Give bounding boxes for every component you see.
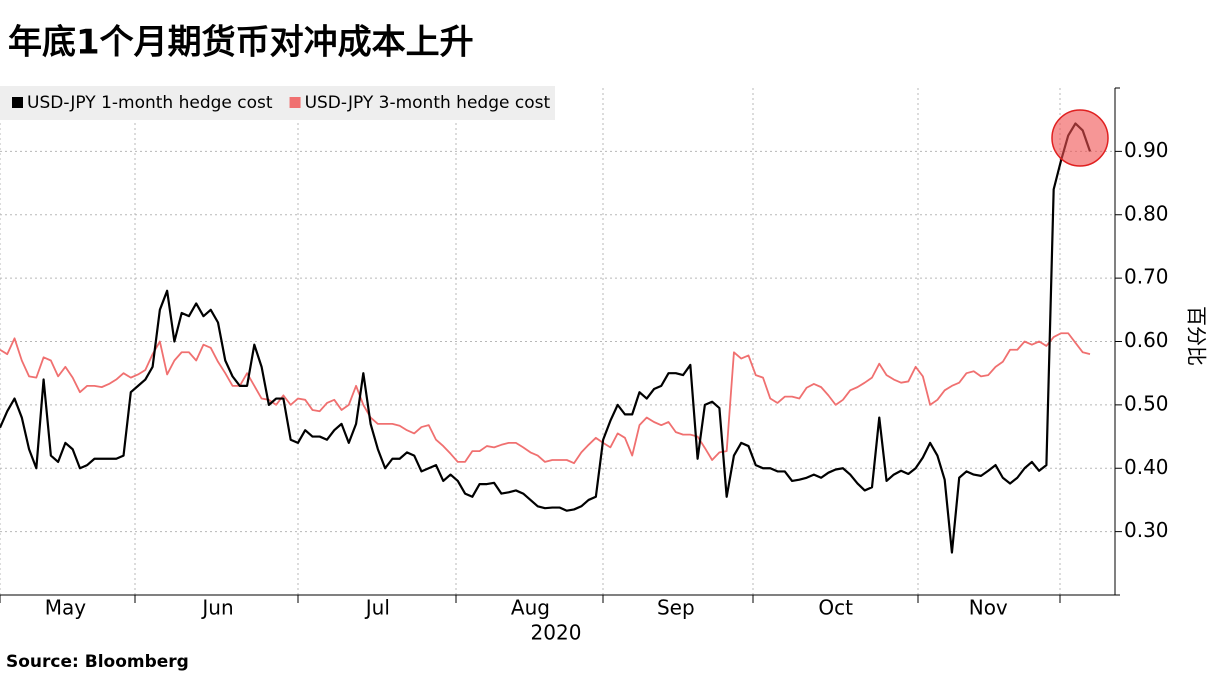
chart-title: 年底1个月期货币对冲成本上升 xyxy=(8,23,474,63)
y-tick-label: 0.80 xyxy=(1124,201,1169,225)
y-axis-label: 百分比 xyxy=(1185,306,1209,366)
y-tick-label: 0.30 xyxy=(1124,518,1169,542)
legend-label: USD-JPY 3-month hedge cost xyxy=(305,93,551,113)
plot-area: 0.30 0.40 0.50 0.60 0.70 0.80 0.90 May Jun Jul Aug… xyxy=(0,87,1169,620)
y-tick-label: 0.90 xyxy=(1124,138,1169,162)
highlight-circle xyxy=(1051,109,1109,167)
y-tick-label: 0.50 xyxy=(1124,391,1169,415)
y-tick-label: 0.60 xyxy=(1124,328,1169,352)
y-tick-label: 0.40 xyxy=(1124,455,1169,479)
legend-background xyxy=(0,86,555,120)
x-tick-label: Jul xyxy=(364,596,390,620)
x-tick-label: Aug xyxy=(511,596,550,620)
legend-swatch xyxy=(289,97,301,108)
series-line xyxy=(0,122,1092,554)
x-tick-label: Oct xyxy=(818,596,853,620)
x-axis-label: 2020 xyxy=(531,621,582,645)
legend: USD-JPY 1-month hedge cost USD-JPY 3-mont… xyxy=(0,86,555,120)
source-note: Source: Bloomberg xyxy=(6,652,189,672)
x-tick-label: Nov xyxy=(969,596,1008,620)
legend-label: USD-JPY 1-month hedge cost xyxy=(27,93,273,113)
x-tick-label: May xyxy=(45,596,87,620)
x-tick-label: Jun xyxy=(200,596,233,620)
y-tick-label: 0.70 xyxy=(1124,265,1169,289)
legend-swatch xyxy=(12,97,23,108)
x-tick-label: Sep xyxy=(657,596,695,620)
series-line xyxy=(0,332,1091,465)
